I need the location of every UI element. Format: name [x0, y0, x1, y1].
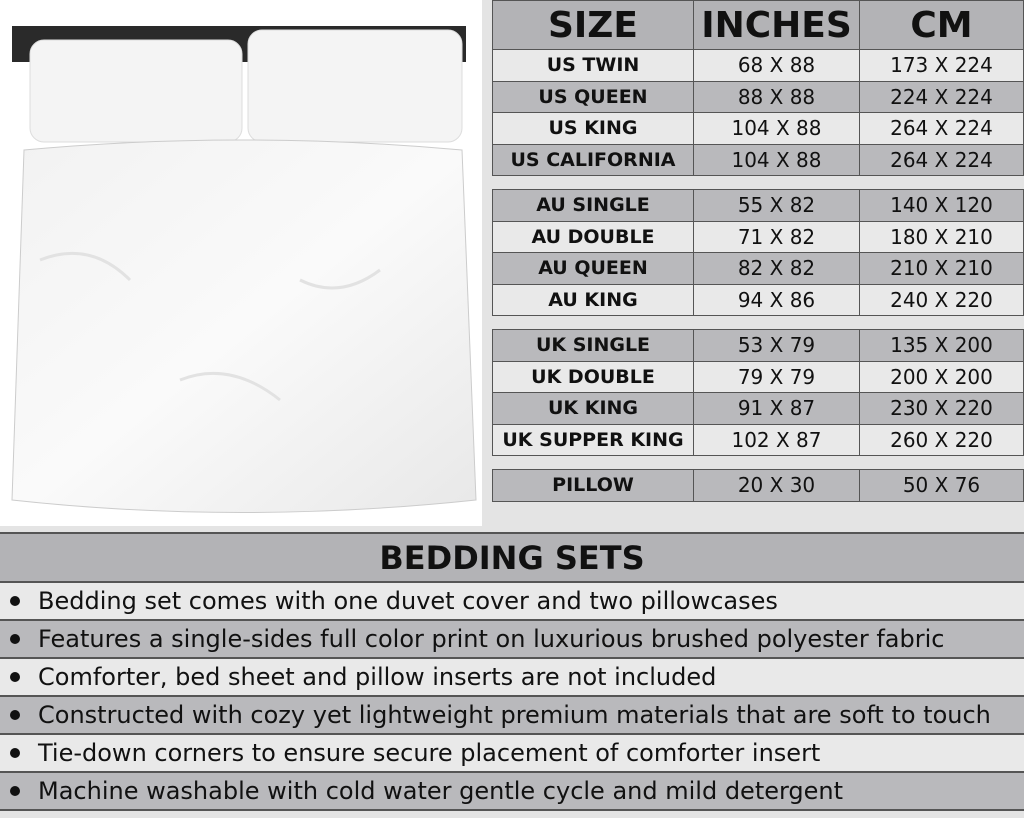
- bedding-feature-text: Bedding set comes with one duvet cover a…: [38, 587, 778, 615]
- size-name: US CALIFORNIA: [493, 144, 694, 175]
- size-inches: 88 X 88: [694, 81, 860, 112]
- bullet-icon: [10, 786, 20, 796]
- pillow-left: [29, 39, 243, 143]
- bedding-sets-title: BEDDING SETS: [0, 534, 1024, 583]
- size-name: UK SUPPER KING: [493, 424, 694, 455]
- size-chart: SIZE INCHES CM US TWIN 68 X 88 173 X 224 US…: [492, 0, 1024, 515]
- size-name: UK DOUBLE: [493, 361, 694, 392]
- size-row: US QUEEN 88 X 88 224 X 224: [493, 80, 1023, 112]
- size-row: AU KING 94 X 86 240 X 220: [493, 283, 1023, 315]
- size-name: US TWIN: [493, 50, 694, 81]
- bullet-icon: [10, 748, 20, 758]
- size-inches: 104 X 88: [694, 113, 860, 144]
- bedding-feature-item: Comforter, bed sheet and pillow inserts …: [0, 659, 1024, 697]
- pillow-size: PILLOW 20 X 30 50 X 76: [492, 469, 1024, 502]
- bullet-icon: [10, 596, 20, 606]
- size-inches: 20 X 30: [694, 470, 860, 501]
- size-cm: 240 X 220: [890, 287, 993, 312]
- size-row: AU DOUBLE 71 X 82 180 X 210: [493, 220, 1023, 252]
- size-name: AU DOUBLE: [493, 221, 694, 252]
- size-name: UK KING: [493, 393, 694, 424]
- size-name: US KING: [493, 113, 694, 144]
- size-inches: 53 X 79: [694, 330, 860, 361]
- size-cm: 264 X 224: [890, 147, 993, 172]
- size-cm: 173 X 224: [890, 53, 993, 78]
- size-cm: 180 X 210: [890, 224, 993, 249]
- bedding-feature-item: Features a single-sides full color print…: [0, 621, 1024, 659]
- bedding-feature-item: Tie-down corners to ensure secure placem…: [0, 735, 1024, 773]
- size-name: UK SINGLE: [493, 330, 694, 361]
- size-inches: 104 X 88: [694, 144, 860, 175]
- duvet: [11, 139, 477, 513]
- bedding-product-image: [0, 0, 482, 526]
- size-name: PILLOW: [493, 470, 694, 501]
- header-inches: INCHES: [694, 1, 860, 49]
- au-sizes: AU SINGLE 55 X 82 140 X 120 AU DOUBLE 71 X 8…: [492, 189, 1024, 316]
- size-chart-header: SIZE INCHES CM: [493, 1, 1023, 49]
- size-inches: 102 X 87: [694, 424, 860, 455]
- size-cm: 140 X 120: [890, 193, 993, 218]
- size-row: US TWIN 68 X 88 173 X 224: [493, 49, 1023, 81]
- bedding-feature-text: Comforter, bed sheet and pillow inserts …: [38, 663, 717, 691]
- size-row: PILLOW 20 X 30 50 X 76: [493, 470, 1023, 501]
- bed-illustration: [11, 26, 477, 513]
- header-size: SIZE: [493, 1, 694, 49]
- size-cm: 50 X 76: [902, 473, 981, 498]
- header-cm: CM: [910, 4, 973, 46]
- size-inches: 91 X 87: [694, 393, 860, 424]
- bedding-feature-text: Tie-down corners to ensure secure placem…: [38, 739, 821, 767]
- bedding-sets-section: BEDDING SETS Bedding set comes with one …: [0, 532, 1024, 811]
- bedding-feature-item: Bedding set comes with one duvet cover a…: [0, 583, 1024, 621]
- size-cm: 264 X 224: [890, 116, 993, 141]
- size-inches: 55 X 82: [694, 190, 860, 221]
- size-inches: 79 X 79: [694, 361, 860, 392]
- size-name: AU KING: [493, 284, 694, 315]
- bedding-feature-text: Features a single-sides full color print…: [38, 625, 945, 653]
- uk-sizes: UK SINGLE 53 X 79 135 X 200 UK DOUBLE 79 X 7…: [492, 329, 1024, 456]
- size-inches: 71 X 82: [694, 221, 860, 252]
- size-cm: 224 X 224: [890, 84, 993, 109]
- bedding-feature-item: Constructed with cozy yet lightweight pr…: [0, 697, 1024, 735]
- size-inches: 68 X 88: [694, 50, 860, 81]
- size-name: AU SINGLE: [493, 190, 694, 221]
- size-row: AU SINGLE 55 X 82 140 X 120: [493, 190, 1023, 221]
- bullet-icon: [10, 672, 20, 682]
- size-cm: 260 X 220: [890, 427, 993, 452]
- bullet-icon: [10, 710, 20, 720]
- size-row: UK DOUBLE 79 X 79 200 X 200: [493, 360, 1023, 392]
- size-row: US CALIFORNIA 104 X 88 264 X 224: [493, 143, 1023, 175]
- size-name: AU QUEEN: [493, 253, 694, 284]
- bedding-feature-item: Machine washable with cold water gentle …: [0, 773, 1024, 811]
- size-cm: 210 X 210: [890, 256, 993, 281]
- size-chart-header-group: SIZE INCHES CM US TWIN 68 X 88 173 X 224 US…: [492, 0, 1024, 176]
- size-cm: 200 X 200: [890, 364, 993, 389]
- bullet-icon: [10, 634, 20, 644]
- size-cm: 135 X 200: [890, 333, 993, 358]
- size-row: UK KING 91 X 87 230 X 220: [493, 392, 1023, 424]
- size-inches: 82 X 82: [694, 253, 860, 284]
- size-row: AU QUEEN 82 X 82 210 X 210: [493, 252, 1023, 284]
- size-inches: 94 X 86: [694, 284, 860, 315]
- bedding-feature-text: Constructed with cozy yet lightweight pr…: [38, 701, 991, 729]
- size-name: US QUEEN: [493, 81, 694, 112]
- size-row: UK SINGLE 53 X 79 135 X 200: [493, 330, 1023, 361]
- size-row: US KING 104 X 88 264 X 224: [493, 112, 1023, 144]
- size-row: UK SUPPER KING 102 X 87 260 X 220: [493, 423, 1023, 455]
- bedding-feature-text: Machine washable with cold water gentle …: [38, 777, 844, 805]
- pillow-right: [247, 29, 463, 143]
- size-cm: 230 X 220: [890, 396, 993, 421]
